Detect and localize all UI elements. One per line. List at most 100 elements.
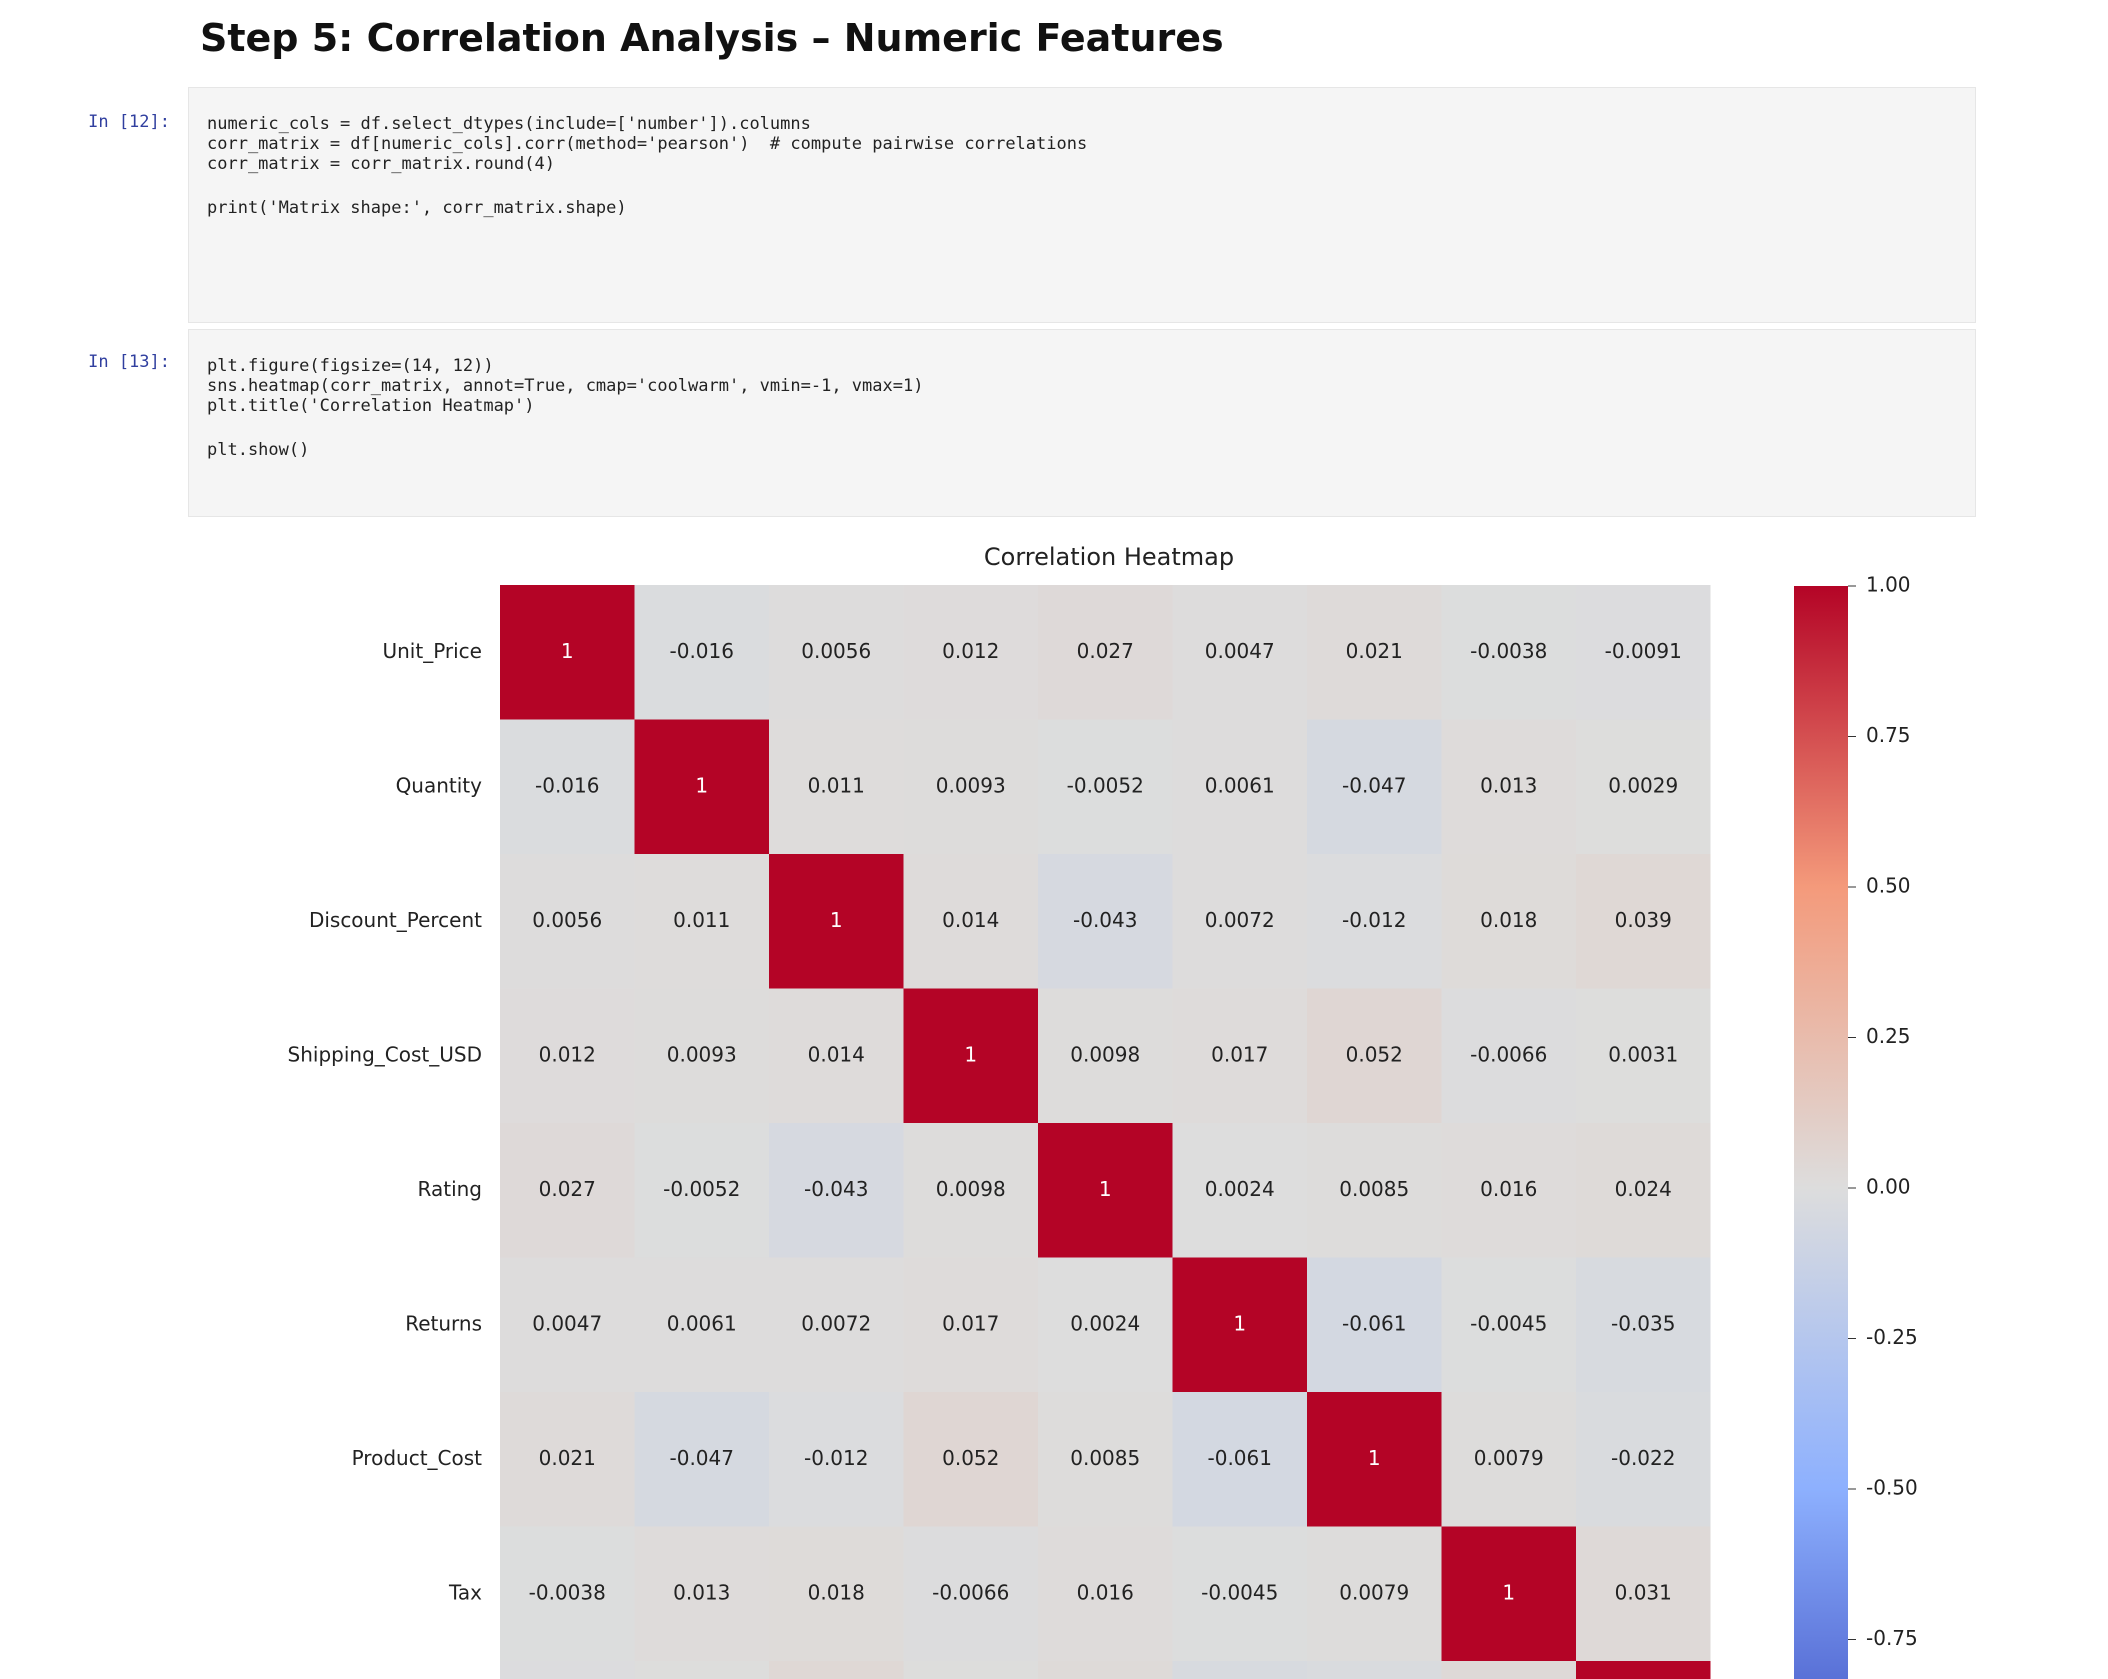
code-line: numeric_cols = df.select_dtypes(include=… (207, 114, 811, 134)
cell-label: 1 (830, 908, 843, 932)
cell-label: 0.021 (1346, 639, 1403, 663)
cell-label: 0.0085 (1339, 1177, 1409, 1201)
heatmap-cell (1172, 1526, 1307, 1661)
heatmap-cell (500, 1661, 635, 1679)
cell-label: 0.014 (942, 908, 999, 932)
cell-label: 0.012 (942, 639, 999, 663)
colorbar-tick-label: 0.00 (1866, 1175, 1911, 1199)
heatmap-cell (1307, 1392, 1442, 1527)
heatmap-cell (903, 1257, 1038, 1392)
cell-label: 0.018 (808, 1580, 865, 1604)
heatmap-cell (769, 1392, 904, 1527)
cell-label: 0.0047 (532, 1311, 602, 1335)
y-tick-label: Product_Cost (352, 1446, 483, 1470)
cell-label: 0.024 (1615, 1177, 1672, 1201)
heatmap-cell (500, 1526, 635, 1661)
cell-label: 1 (1233, 1311, 1246, 1335)
cell-label: 0.018 (1480, 908, 1537, 932)
code-cell[interactable]: plt.figure(figsize=(14, 12)) sns.heatmap(… (188, 329, 1976, 517)
code-line: corr_matrix = corr_matrix.round(4) (207, 154, 555, 174)
cell-prompt: In [12]: (88, 112, 170, 132)
cell-label: 0.039 (1615, 908, 1672, 932)
heatmap-chart: Correlation Heatmap Unit_Price Quantity Di… (288, 543, 1918, 1679)
cell-label: 0.052 (942, 1446, 999, 1470)
heatmap-cell (1172, 1123, 1307, 1258)
cell-label: 0.0024 (1205, 1177, 1275, 1201)
heatmap-cell (1576, 1392, 1711, 1527)
cell-label: 0.052 (1346, 1042, 1403, 1066)
heatmap-cell (903, 1123, 1038, 1258)
code-cell[interactable]: numeric_cols = df.select_dtypes(include=… (188, 87, 1976, 323)
heatmap-cell (1038, 854, 1173, 989)
heatmap-cell (1038, 1661, 1173, 1679)
cell-label: -0.0052 (663, 1177, 740, 1201)
code: numeric_cols = df.select_dtypes(include=… (207, 114, 1957, 218)
heatmap-cell (903, 1526, 1038, 1661)
heatmap-cell (1038, 585, 1173, 720)
cell-label: 0.0047 (1205, 639, 1275, 663)
heatmap-cell (634, 1392, 769, 1527)
cell-label: 1 (695, 773, 708, 797)
heatmap-cell (1307, 585, 1442, 720)
heatmap-cell (1441, 988, 1576, 1123)
heatmap-cell (1038, 1392, 1173, 1527)
colorbar-tick-label: 0.75 (1866, 723, 1911, 747)
heatmap-cell (903, 585, 1038, 720)
cell-label: 0.0079 (1474, 1446, 1544, 1470)
heatmap-cell (1441, 1123, 1576, 1258)
colorbar-tick-label: 0.25 (1866, 1024, 1911, 1048)
cell-label: 0.0093 (667, 1042, 737, 1066)
cell-label: -0.016 (670, 639, 734, 663)
heatmap-cell (500, 854, 635, 989)
cell-label: -0.0045 (1470, 1311, 1547, 1335)
cell-label: -0.022 (1611, 1446, 1675, 1470)
heatmap-cell (769, 988, 904, 1123)
cell-label: -0.047 (670, 1446, 734, 1470)
code-line: print('Matrix shape:', corr_matrix.shape… (207, 198, 627, 218)
cell-label: -0.0066 (1470, 1042, 1547, 1066)
heatmap-cell (1576, 719, 1711, 854)
heatmap-cell (1307, 1123, 1442, 1258)
heatmap-cell (1307, 1257, 1442, 1392)
heatmap-cell (500, 988, 635, 1123)
heatmap-cell (634, 1661, 769, 1679)
cell-label: -0.043 (1073, 908, 1137, 932)
cell-label: -0.0052 (1067, 773, 1144, 797)
heatmap-cell (769, 585, 904, 720)
heatmap-cell (1307, 719, 1442, 854)
heatmap-cell (1441, 1661, 1576, 1679)
heatmap-cell (1576, 854, 1711, 989)
cell-label: -0.016 (535, 773, 599, 797)
cell-label: -0.061 (1208, 1446, 1272, 1470)
heatmap-cell (634, 988, 769, 1123)
cell-label: -0.0038 (1470, 639, 1547, 663)
heatmap-cell (634, 1526, 769, 1661)
cell-label: 1 (1368, 1446, 1381, 1470)
cell-label: 0.0061 (1205, 773, 1275, 797)
cell-prompt: In [13]: (88, 352, 170, 372)
heatmap-cell (1172, 1661, 1307, 1679)
heatmap-cell (1307, 854, 1442, 989)
colorbar-tick-label: -0.50 (1866, 1476, 1918, 1500)
cell-label: 0.017 (942, 1311, 999, 1335)
y-tick-label: Unit_Price (382, 639, 482, 663)
cell-label: 0.0072 (801, 1311, 871, 1335)
heatmap-cell (1038, 988, 1173, 1123)
heatmap-cell (1172, 719, 1307, 854)
heatmap-cell (1576, 1661, 1711, 1679)
cell-label: 0.027 (1077, 639, 1134, 663)
heatmap-cell (1038, 1526, 1173, 1661)
y-tick-label: Shipping_Cost_USD (288, 1042, 482, 1066)
heatmap-cell (1576, 988, 1711, 1123)
cell-label: 1 (1099, 1177, 1112, 1201)
heatmap-cell (1172, 585, 1307, 720)
heatmap-cell (903, 1392, 1038, 1527)
heatmap-cell (1441, 719, 1576, 854)
code: plt.figure(figsize=(14, 12)) sns.heatmap(… (207, 356, 1957, 460)
heatmap-cell (634, 854, 769, 989)
y-tick-label: Quantity (396, 773, 483, 797)
heatmap-cell (500, 585, 635, 720)
cell-label: 0.021 (539, 1446, 596, 1470)
cell-label: 0.0061 (667, 1311, 737, 1335)
